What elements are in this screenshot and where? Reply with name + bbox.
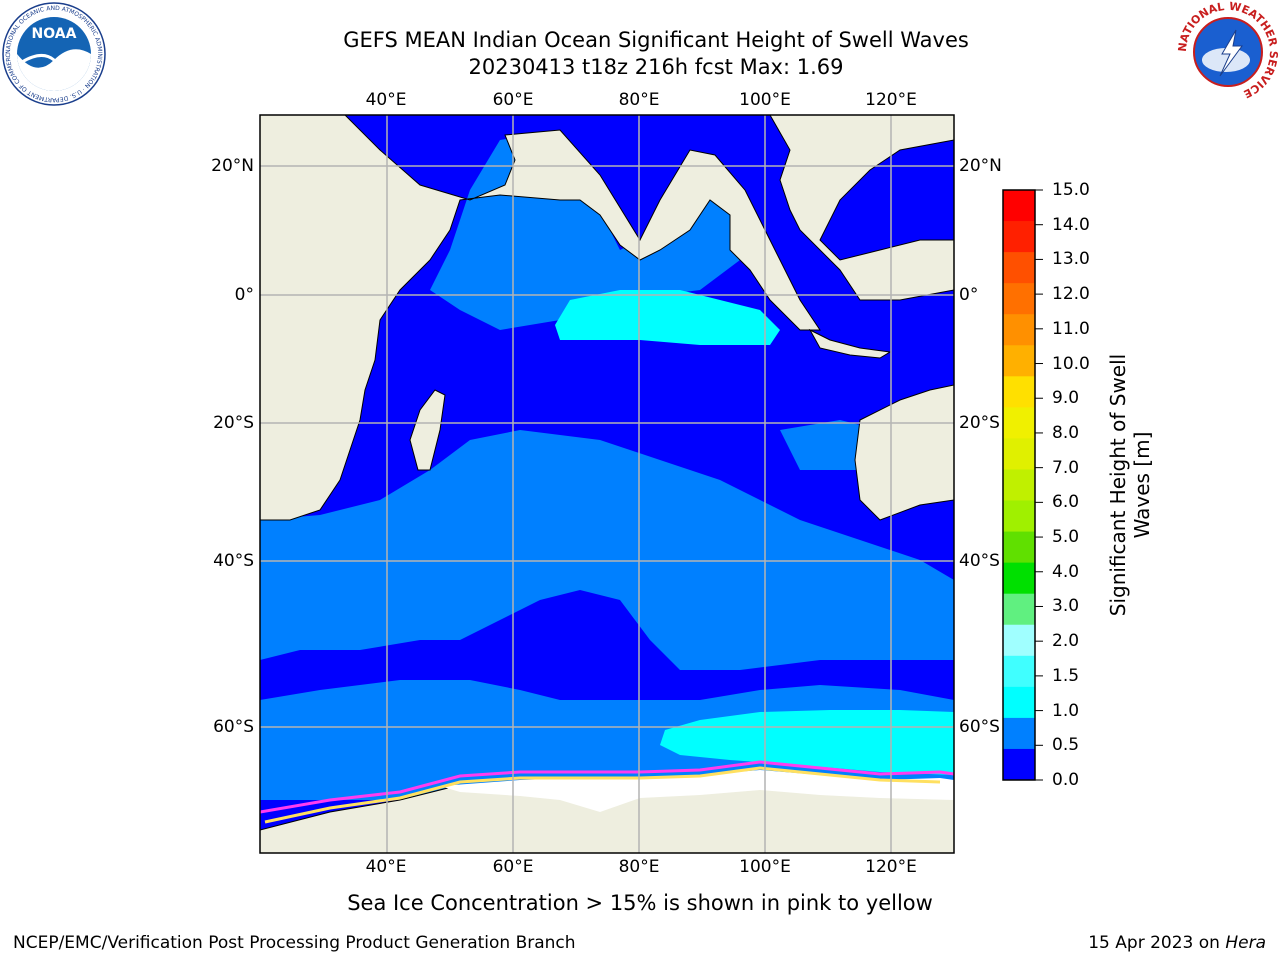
lat-label-left-20n: 20°N — [211, 156, 254, 176]
land-southeast-asia — [769, 115, 954, 301]
lon-label-top-40e: 40°E — [365, 90, 407, 110]
sea-ice-edge-inner — [264, 766, 941, 824]
gridlines — [260, 115, 954, 853]
land-sumatra-java — [808, 328, 892, 359]
lat-label-right-60s: 60°S — [959, 717, 1000, 737]
noaa-logo: NOAA NATIONAL OCEANIC AND ATMOSPHERIC AD… — [2, 2, 106, 106]
land-arabia-africa — [260, 115, 821, 521]
colorbar-tick-label: 3.0 — [1052, 596, 1080, 617]
lon-label-bottom-80e: 80°E — [618, 857, 660, 877]
colorbar-tick-label: 11.0 — [1052, 318, 1090, 339]
land-madagascar — [409, 389, 446, 471]
lon-label-bottom-120e: 120°E — [865, 857, 917, 877]
lon-label-bottom-40e: 40°E — [365, 857, 407, 877]
footer-host: Hera — [1225, 933, 1266, 953]
colorbar-tick-label: 1.0 — [1052, 700, 1080, 721]
chart-title: GEFS MEAN Indian Ocean Significant Heigh… — [343, 28, 969, 52]
lat-label-right-40s: 40°S — [959, 551, 1000, 571]
colorbar-tick-label: 10.0 — [1052, 353, 1090, 374]
lat-label-left-20s: 20°S — [213, 413, 254, 433]
colorbar-tick-label: 2.0 — [1052, 631, 1080, 652]
lat-label-right-20s: 20°S — [959, 413, 1000, 433]
chart-subtitle: 20230413 t18z 216h fcst Max: 1.69 — [468, 55, 844, 79]
lat-label-right-20n: 20°N — [959, 156, 1002, 176]
colorbar-tick-label: 0.0 — [1052, 770, 1080, 790]
land-australia — [854, 384, 954, 521]
lon-label-top-100e: 100°E — [739, 90, 791, 110]
colorbar-tick-label: 6.0 — [1052, 492, 1080, 513]
colorbar-tick-label: 1.5 — [1052, 665, 1080, 686]
nws-logo: NATIONAL WEATHER SERVICE — [1176, 0, 1280, 102]
footer-date-text: 15 Apr 2023 on — [1088, 933, 1226, 953]
lon-label-top-120e: 120°E — [865, 90, 917, 110]
lon-label-top-60e: 60°E — [492, 90, 534, 110]
sea-ice — [440, 770, 954, 812]
colorbar-tick-label: 15.0 — [1052, 180, 1090, 200]
swell-band-1.0-1.5-equator — [555, 290, 780, 345]
lat-label-left-0: 0° — [234, 285, 254, 305]
sea-ice-note: Sea Ice Concentration > 15% is shown in … — [347, 891, 933, 915]
colorbar-tick-label: 0.5 — [1052, 735, 1080, 756]
lat-label-right-0: 0° — [959, 285, 979, 305]
lat-label-left-40s: 40°S — [213, 551, 254, 571]
lat-label-left-60s: 60°S — [213, 717, 254, 737]
map-frame — [259, 114, 955, 854]
lon-label-bottom-100e: 100°E — [739, 857, 791, 877]
colorbar-tick-label: 13.0 — [1052, 249, 1090, 270]
colorbar-tick-label: 8.0 — [1052, 422, 1080, 443]
colorbar-tick-label: 4.0 — [1052, 561, 1080, 582]
colorbar-tick-label: 7.0 — [1052, 457, 1080, 478]
land — [260, 115, 954, 853]
colorbar-tick-label: 5.0 — [1052, 527, 1080, 548]
footer-date: 15 Apr 2023 on Hera — [1088, 932, 1266, 954]
swell-band-0.5-1.0 — [260, 430, 954, 670]
colorbar-tick-label: 12.0 — [1052, 284, 1090, 305]
noaa-logo-text: NOAA — [32, 26, 77, 42]
sea-ice-edge — [260, 760, 954, 814]
colorbar-title: Significant Height of Swell Waves [m] — [1106, 353, 1154, 617]
colorbar-tick-label: 9.0 — [1052, 388, 1080, 409]
lon-label-bottom-60e: 60°E — [492, 857, 534, 877]
footer-credit: NCEP/EMC/Verification Post Processing Pr… — [13, 933, 576, 953]
colorbar-tick-label: 14.0 — [1052, 214, 1090, 235]
lon-label-top-80e: 80°E — [618, 90, 660, 110]
